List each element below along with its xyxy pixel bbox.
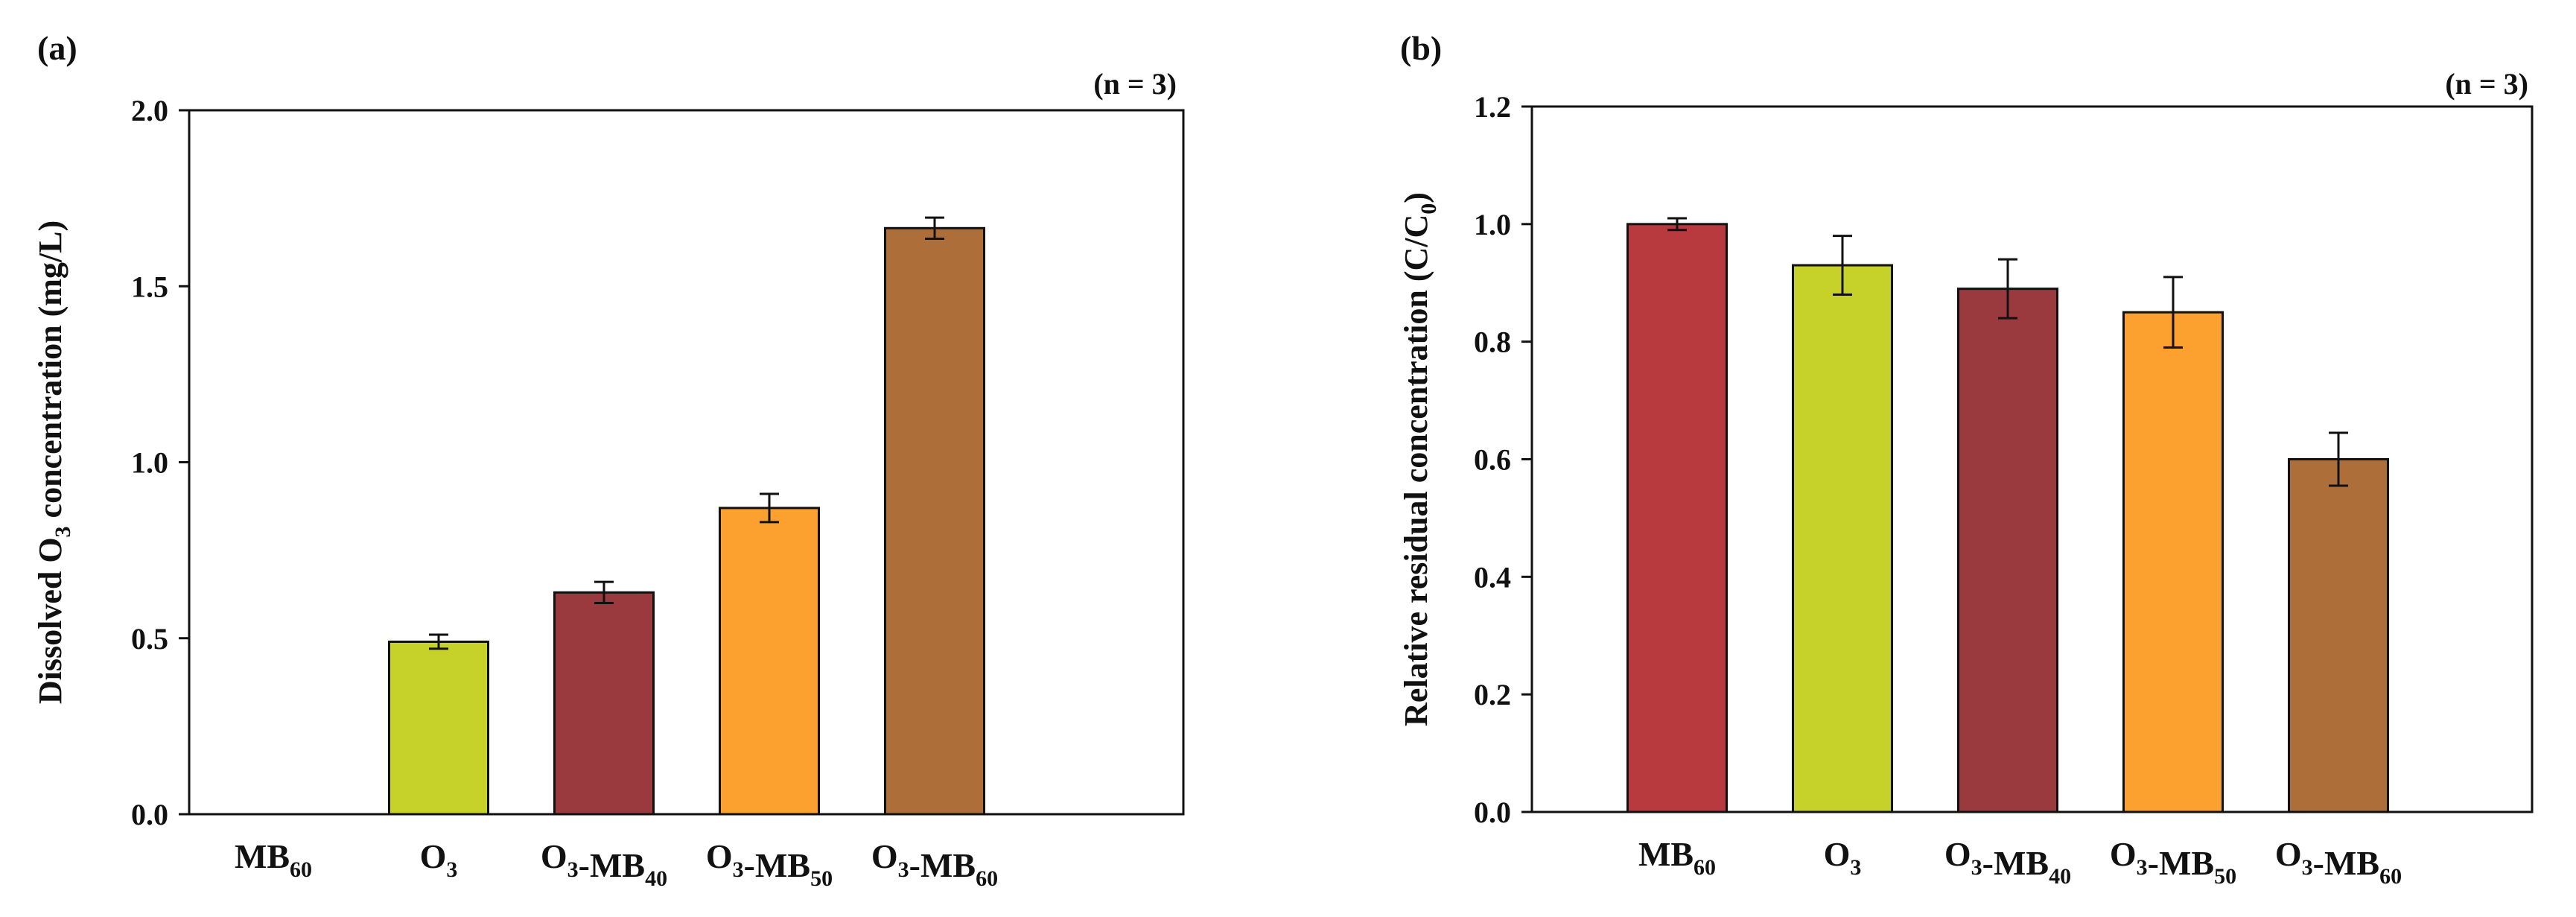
error-bar-3 <box>760 492 779 524</box>
x-tick-label-4: O3-MB60 <box>2275 835 2402 889</box>
x-tick-label-3: O3-MB50 <box>2110 835 2236 889</box>
y-tick-label-1: 0.2 <box>1474 678 1511 711</box>
x-tick-label-0: MB60 <box>1638 835 1716 880</box>
error-bar-1 <box>1833 235 1852 296</box>
y-tick-label-1: 0.5 <box>131 622 168 656</box>
x-tick-label-2: O3-MB40 <box>541 837 667 891</box>
bar-1 <box>388 640 489 816</box>
y-tick-label-4: 2.0 <box>131 94 168 127</box>
y-axis-label: Dissolved O3 concentration (mg/L) <box>32 220 75 704</box>
y-tick-label-0: 0.0 <box>1474 796 1511 829</box>
bar-4 <box>2288 458 2389 813</box>
y-tick-label-4: 0.8 <box>1474 326 1511 359</box>
y-tick-label-5: 1.0 <box>1474 208 1511 241</box>
x-tick-label-1: O3 <box>1824 835 1862 880</box>
x-tick-label-0: MB60 <box>235 837 312 882</box>
bar-4 <box>884 226 985 816</box>
error-bar-2 <box>594 580 614 604</box>
x-tick-label-1: O3 <box>420 837 458 882</box>
y-axis-label: Relative residual concentration (C/C0) <box>1398 192 1441 726</box>
bar-3 <box>719 507 820 816</box>
plot-frame <box>188 109 1185 816</box>
error-bar-3 <box>2163 276 2183 349</box>
panel-label: (b) <box>1400 29 1442 67</box>
sample-size-annotation: (n = 3) <box>1093 67 1177 101</box>
chart-panel-a: (a) (n = 3) 0.0 0.5 1.0 1.5 2.0 MB60 O3 O3-MB40 O3… <box>32 29 1185 891</box>
y-tick-label-6: 1.2 <box>1474 90 1511 124</box>
error-bar-2 <box>1998 258 2017 320</box>
x-tick-label-3: O3-MB50 <box>706 837 833 891</box>
bar-1 <box>1792 264 1893 813</box>
error-bar-0 <box>1667 217 1687 232</box>
y-tick-label-0: 0.0 <box>131 798 168 831</box>
x-tick-label-2: O3-MB40 <box>1944 835 2071 889</box>
bar-3 <box>2122 311 2224 813</box>
chart-panel-b: (b) (n = 3) 0.0 0.2 0.4 0.6 0.8 1.0 1.2 MB60 O3 O3-… <box>1398 29 2534 889</box>
sample-size-annotation: (n = 3) <box>2445 67 2528 101</box>
error-bar-4 <box>925 216 944 240</box>
bar-2 <box>1957 288 2058 813</box>
y-tick-label-2: 0.4 <box>1474 560 1511 594</box>
y-tick-label-3: 1.5 <box>131 270 168 303</box>
bar-2 <box>553 591 655 816</box>
y-tick-label-2: 1.0 <box>131 446 168 480</box>
x-tick-label-4: O3-MB60 <box>871 837 998 891</box>
panel-label: (a) <box>37 29 77 67</box>
bar-0 <box>1626 223 1728 813</box>
y-tick-label-3: 0.6 <box>1474 443 1511 477</box>
error-bar-4 <box>2329 431 2348 487</box>
error-bar-1 <box>429 633 448 650</box>
